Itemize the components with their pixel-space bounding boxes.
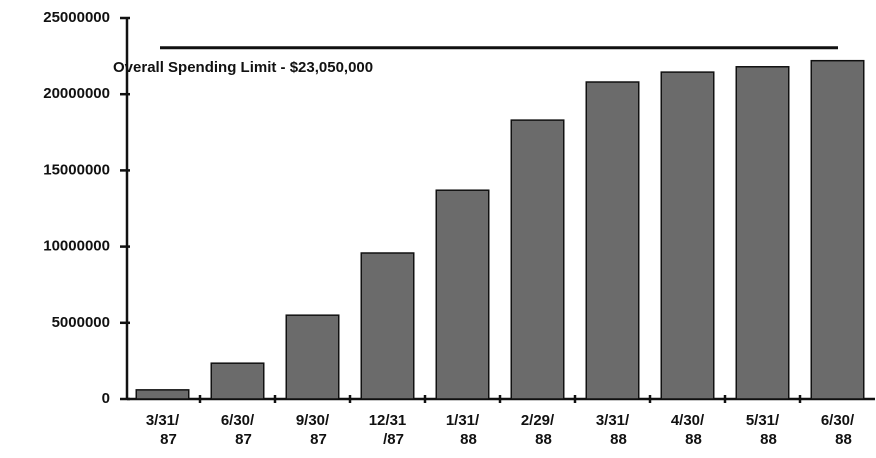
y-tick-label: 25000000 [43,9,110,26]
x-tick-label: 6/30/87 [221,412,255,448]
bar [360,252,415,400]
bar [810,59,865,400]
y-tick-label: 0 [102,390,110,407]
bar [585,81,640,400]
x-tick-label: 12/31/87 [369,412,407,448]
bar [210,362,265,400]
bar [735,66,790,400]
y-tick-label: 10000000 [43,238,110,255]
x-tick-label: 9/30/87 [296,412,330,448]
x-tick-label: 1/31/88 [446,412,480,448]
x-tick-label: 2/29/88 [521,412,555,448]
y-tick-label: 20000000 [43,85,110,102]
bar [135,389,190,400]
x-tick-label: 3/31/87 [146,412,180,448]
bar [660,71,715,400]
bar [435,189,490,400]
x-tick-label: 6/30/88 [821,412,855,448]
bar [510,119,565,400]
x-tick-label: 3/31/88 [596,412,630,448]
reference-label: Overall Spending Limit - $23,050,000 [113,59,373,76]
y-tick-label: 15000000 [43,161,110,178]
x-tick-label: 5/31/88 [746,412,780,448]
y-tick-label: 5000000 [52,314,110,331]
x-tick-label: 4/30/88 [671,412,705,448]
bar [285,314,340,400]
